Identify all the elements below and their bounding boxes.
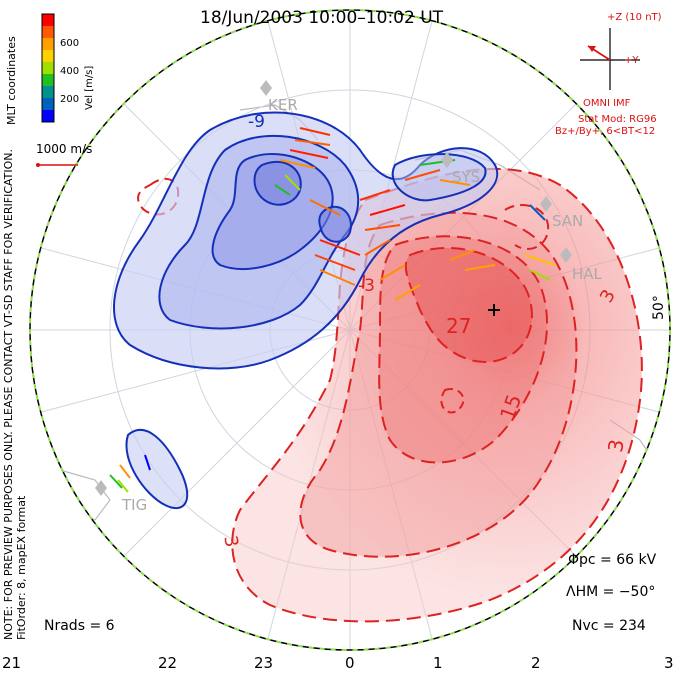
mlt-tick-3: 3 <box>664 654 674 672</box>
mlt-tick-0: 0 <box>345 654 355 672</box>
colorbar-tick-600: 600 <box>60 38 80 49</box>
mlt-tick-23: 23 <box>254 654 274 672</box>
coord-system-label: MLT coordinates <box>5 36 18 125</box>
colorbar <box>41 13 55 123</box>
imf-y-label: +Y <box>624 55 639 66</box>
stat-model-line1: Stat Mod: RG96 <box>578 114 657 125</box>
station-hal: HAL <box>572 265 602 283</box>
station-sys: SYS <box>452 168 481 186</box>
colorbar-tick-400: 400 <box>60 66 80 77</box>
mlt-tick-21: 21 <box>2 654 22 672</box>
colorbar-swatch <box>42 62 54 74</box>
positive-potential-cell <box>137 167 643 623</box>
preview-note: NOTE: FOR PREVIEW PURPOSES ONLY. PLEASE … <box>2 149 28 640</box>
contour-label-neg3: -3 <box>358 276 375 296</box>
colorbar-frame <box>41 13 55 123</box>
colorbar-label: Vel [m/s] <box>84 65 95 110</box>
imf-source: OMNI IMF <box>583 98 631 109</box>
stat-model-line2: Bz+/By+, 6<BT<12 <box>555 126 656 137</box>
mlt-tick-2: 2 <box>531 654 541 672</box>
vector-count: Nvc = 234 <box>572 618 646 634</box>
potential-max-cross <box>488 304 500 316</box>
latitude-label: 50° <box>651 295 667 320</box>
heppner-maynard-boundary <box>29 9 671 651</box>
radar-count: Nrads = 6 <box>44 618 115 634</box>
negative-potential-cell <box>113 111 498 510</box>
colorbar-swatch <box>42 86 54 98</box>
note-line2: FitOrder: 8, mapEX format <box>15 495 28 640</box>
note-line1: NOTE: FOR PREVIEW PURPOSES ONLY. PLEASE … <box>2 148 15 640</box>
cross-polar-potential: Φpc = 66 kV <box>568 552 657 568</box>
colorbar-swatch <box>42 26 54 38</box>
colorbar-swatch <box>42 74 54 86</box>
station-ker: KER <box>268 96 298 114</box>
colorbar-swatch <box>42 98 54 110</box>
colorbar-tick-200: 200 <box>60 94 80 105</box>
station-san: SAN <box>552 212 584 230</box>
mlt-tick-22: 22 <box>158 654 178 672</box>
contour-label-neg9: -9 <box>248 112 265 132</box>
map-title: 18/Jun/2003 10:00–10:02 UT <box>200 8 444 28</box>
mlt-tick-1: 1 <box>433 654 443 672</box>
hm-boundary-lat: ΛHM = −50° <box>566 584 656 600</box>
colorbar-swatch <box>42 38 54 50</box>
imf-z-label: +Z (10 nT) <box>607 12 662 23</box>
velocity-vectors <box>109 127 556 493</box>
colorbar-swatch <box>42 50 54 62</box>
contour-label-27: 27 <box>446 314 472 338</box>
colorbar-swatch <box>42 14 54 26</box>
vector-scale-bar <box>36 163 78 167</box>
vector-scale-label: 1000 m/s <box>36 142 93 156</box>
station-tig: TIG <box>122 496 148 514</box>
imf-dial <box>580 28 640 90</box>
station-markers <box>95 80 572 496</box>
colorbar-swatch <box>42 110 54 122</box>
